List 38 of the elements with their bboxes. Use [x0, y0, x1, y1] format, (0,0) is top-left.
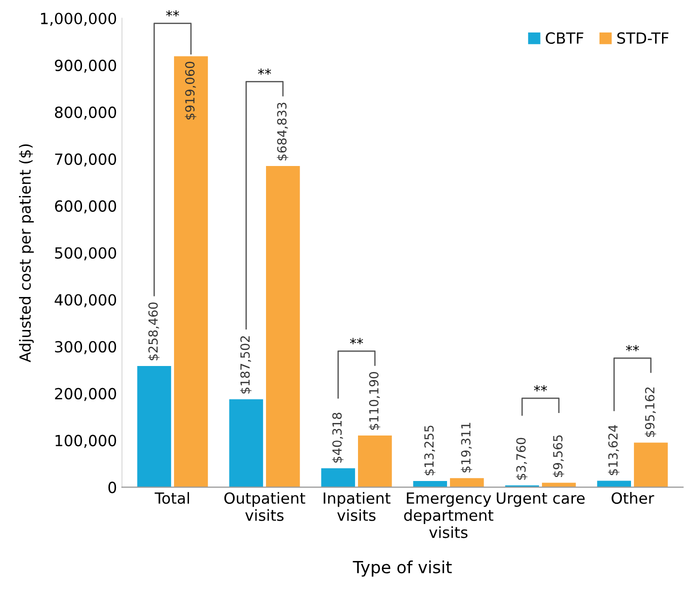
annotation: ** [350, 338, 364, 344]
data-label: $187,502 [240, 336, 252, 394]
annotation: ** [534, 385, 548, 392]
x-tick-label: Total [154, 492, 189, 504]
x-tick-label: Emergency department visits [404, 492, 494, 538]
data-label: $684,833 [276, 102, 288, 160]
legend-label: STD-TF [617, 32, 668, 44]
y-tick-label: 600,000 [55, 200, 116, 214]
x-tick-label: Other [612, 492, 654, 504]
annotation: ** [626, 344, 639, 352]
y-tick-label: 1,000,000 [41, 12, 116, 26]
data-label: $258,460 [148, 302, 160, 360]
y-tick-label: 200,000 [55, 388, 116, 401]
x-axis-title: Type of visit [352, 560, 452, 577]
x-tick-label: Inpatient visits [324, 492, 390, 521]
y-tick-label: 500,000 [55, 247, 116, 260]
y-tick-label: 0 [108, 482, 116, 494]
data-label: $9,565 [552, 435, 564, 477]
x-tick-label: Outpatient visits [224, 492, 306, 521]
data-label: $40,318 [332, 412, 344, 463]
x-tick-label: Urgent care [496, 492, 585, 507]
data-label: $3,760 [516, 438, 528, 480]
y-tick-label: 900,000 [54, 60, 116, 73]
data-label: $19,311 [460, 422, 472, 472]
data-label: $919,060 [184, 62, 196, 120]
y-axis-title: Adjusted cost per patient ($) [19, 144, 34, 362]
annotation: ** [258, 68, 272, 75]
y-tick-label: 700,000 [55, 153, 116, 167]
y-tick-label: 800,000 [54, 106, 116, 120]
y-tick-label: 100,000 [56, 434, 116, 448]
legend-label: CBTF [546, 32, 584, 44]
text: ** [166, 10, 180, 17]
y-tick-label: 400,000 [54, 294, 116, 308]
data-label: $110,190 [368, 372, 380, 430]
data-label: $95,162 [644, 387, 656, 437]
y-tick-label: 300,000 [55, 340, 116, 354]
data-label: $13,255 [424, 426, 436, 476]
data-label: $13,624 [608, 425, 620, 476]
